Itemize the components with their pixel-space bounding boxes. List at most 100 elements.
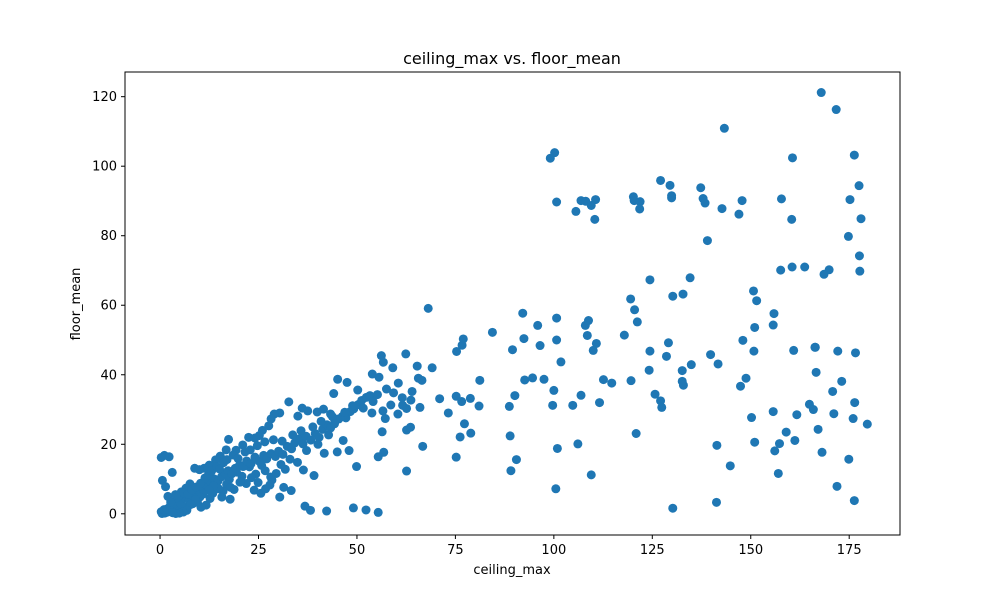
data-point <box>837 376 847 386</box>
data-point <box>519 334 529 344</box>
data-point <box>313 439 323 449</box>
data-point <box>768 407 778 417</box>
data-point <box>322 506 332 516</box>
data-point <box>455 432 465 442</box>
data-point <box>296 426 306 436</box>
data-point <box>233 454 243 464</box>
data-point <box>702 236 712 246</box>
data-point <box>792 410 802 420</box>
data-point <box>358 403 368 413</box>
data-point <box>741 373 751 383</box>
data-point <box>776 265 786 275</box>
data-point <box>293 411 303 421</box>
data-point <box>388 363 398 373</box>
data-point <box>591 338 601 348</box>
data-point <box>474 401 484 411</box>
data-point <box>166 497 176 507</box>
data-point <box>226 482 236 492</box>
data-point <box>260 466 270 476</box>
data-point <box>423 303 433 313</box>
data-point <box>435 394 445 404</box>
data-point <box>630 305 640 315</box>
data-point <box>849 496 859 506</box>
data-point <box>552 443 562 453</box>
data-point <box>645 346 655 356</box>
data-point <box>252 441 262 451</box>
data-point <box>368 397 378 407</box>
data-point <box>845 195 855 205</box>
data-point <box>278 449 288 459</box>
data-point <box>678 289 688 299</box>
data-point <box>571 206 581 216</box>
data-point <box>466 428 476 438</box>
data-point <box>552 335 562 345</box>
data-point <box>167 467 177 477</box>
data-point <box>787 214 797 224</box>
data-point <box>712 440 722 450</box>
x-tick-label: 100 <box>541 543 566 558</box>
data-point <box>619 330 629 340</box>
data-point <box>380 414 390 424</box>
data-point <box>775 439 784 449</box>
plot-area: 0 25 50 75 100 125 150 175 0 20 40 60 80 100 120 <box>92 71 901 558</box>
data-point <box>855 266 865 276</box>
data-point <box>264 421 274 431</box>
data-point <box>374 372 384 382</box>
data-point <box>348 503 358 513</box>
data-point <box>378 357 388 367</box>
data-point <box>332 447 342 457</box>
data-point <box>378 406 388 416</box>
y-tick-label: 40 <box>100 368 117 383</box>
data-point <box>533 320 543 330</box>
data-point <box>190 463 200 473</box>
data-point <box>329 389 339 399</box>
data-point <box>348 401 358 411</box>
data-point <box>402 466 412 476</box>
data-point <box>415 402 425 412</box>
data-point <box>626 376 636 386</box>
data-point <box>510 391 520 401</box>
data-point <box>661 351 671 361</box>
data-point <box>506 466 516 476</box>
data-point <box>685 273 695 283</box>
data-point <box>650 389 660 399</box>
data-point <box>586 470 596 480</box>
data-point <box>292 457 302 467</box>
data-point <box>505 431 515 441</box>
data-point <box>161 482 171 492</box>
data-point <box>487 327 497 337</box>
data-point <box>475 375 485 385</box>
data-point <box>849 150 859 160</box>
data-point <box>545 153 555 163</box>
data-point <box>298 465 308 475</box>
data-point <box>677 366 687 376</box>
data-point <box>854 181 864 191</box>
data-point <box>528 373 538 383</box>
data-point <box>342 377 352 387</box>
data-point <box>549 385 559 395</box>
data-point <box>769 309 779 319</box>
data-point <box>590 214 600 224</box>
data-point <box>308 422 318 432</box>
data-point <box>828 386 838 396</box>
data-point <box>268 435 278 445</box>
data-point <box>373 452 383 462</box>
data-point <box>713 359 723 369</box>
data-point <box>344 446 354 456</box>
data-point <box>770 446 780 456</box>
data-point <box>279 482 289 492</box>
data-point <box>595 398 605 408</box>
data-point <box>635 204 645 214</box>
data-point <box>539 374 549 384</box>
data-point <box>789 345 799 355</box>
data-point <box>656 175 666 185</box>
data-point <box>749 346 759 356</box>
data-point <box>367 369 377 379</box>
y-axis: 0 20 40 60 80 100 120 <box>92 90 125 522</box>
data-point <box>235 477 245 487</box>
data-point <box>668 503 678 513</box>
data-point <box>238 440 248 450</box>
data-point <box>367 408 377 418</box>
data-point <box>340 407 350 417</box>
